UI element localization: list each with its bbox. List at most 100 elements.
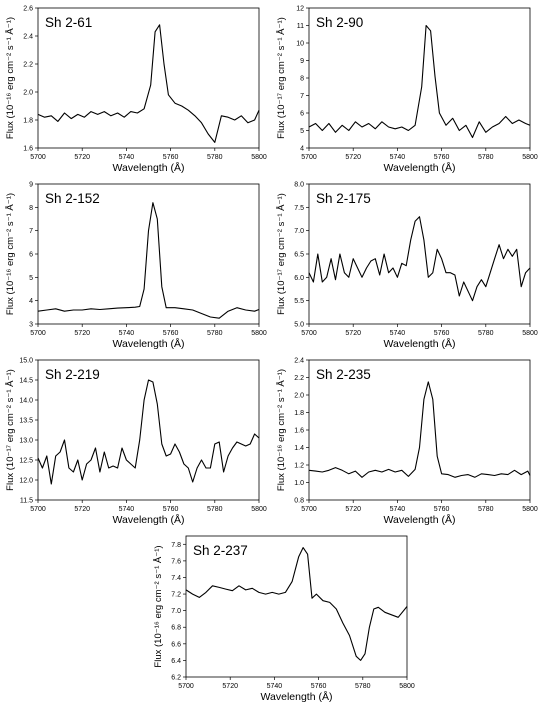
panel-title: Sh 2-175 [316,191,371,206]
panel-title: Sh 2-152 [45,191,100,206]
y-tick-label: 8.0 [294,182,304,189]
y-tick-label: 7.0 [294,228,304,235]
y-tick-label: 2.2 [23,62,33,69]
y-tick-label: 7.8 [171,542,181,549]
x-tick-label: 5720 [345,506,361,513]
x-axis-label: Wavelength (Å) [113,337,185,350]
x-axis-label: Wavelength (Å) [384,337,456,350]
y-tick-label: 7.4 [171,575,181,582]
x-tick-label: 5800 [251,506,267,513]
x-tick-label: 5760 [163,154,179,161]
y-tick-label: 0.8 [294,498,304,505]
y-tick-label: 2.0 [23,90,33,97]
x-tick-label: 5700 [30,330,46,337]
y-tick-label: 12.0 [19,478,33,485]
x-tick-label: 5760 [434,330,450,337]
y-tick-label: 6 [300,111,304,118]
y-tick-label: 11 [297,23,304,30]
spectrum-line [308,381,531,478]
y-tick-label: 7 [29,228,33,235]
y-tick-label: 2.2 [294,375,304,382]
panel-title: Sh 2-235 [316,367,371,382]
x-tick-label: 5780 [355,683,371,690]
x-tick-label: 5760 [311,683,327,690]
x-axis-label: Wavelength (Å) [113,513,185,526]
y-tick-label: 14.5 [19,378,33,385]
x-tick-label: 5780 [207,506,223,513]
x-axis-label: Wavelength (Å) [384,513,456,526]
x-tick-label: 5800 [399,683,415,690]
x-tick-label: 5760 [163,330,179,337]
x-axis-label: Wavelength (Å) [384,161,456,174]
y-tick-label: 5 [300,128,304,135]
x-axis-label: Wavelength (Å) [113,161,185,174]
y-tick-label: 12 [296,6,304,13]
chart-svg: 5700 5720 5740 5760 5780 5800 3 4 5 6 7 8 9 Sh 2-152 W… [5,182,267,351]
x-tick-label: 5780 [207,330,223,337]
x-tick-label: 5740 [390,154,406,161]
y-tick-label: 5.5 [294,298,304,305]
y-tick-label: 1.6 [294,428,304,435]
y-axis-label: Flux (10⁻¹⁶ erg cm⁻² s⁻¹ Å⁻¹) [153,545,164,667]
y-tick-label: 6.0 [294,275,304,282]
x-tick-label: 5740 [119,330,135,337]
x-tick-label: 5800 [251,330,267,337]
y-tick-label: 5 [29,275,33,282]
x-tick-label: 5740 [390,330,406,337]
spectrum-panel-sh2-152: 5700 5720 5740 5760 5780 5800 3 4 5 6 7 8 9 Sh 2-152 W… [0,176,271,351]
x-tick-label: 5800 [522,506,538,513]
plot-frame [37,7,260,149]
panel-title: Sh 2-61 [45,15,92,30]
x-tick-label: 5780 [478,506,494,513]
spectrum-panel-sh2-235: 5700 5720 5740 5760 5780 5800 0.8 1.0 1.2 1.4 1.6 1… [271,352,542,527]
x-tick-label: 5800 [251,154,267,161]
y-tick-label: 4 [300,146,304,153]
x-tick-label: 5720 [222,683,238,690]
x-tick-label: 5720 [345,154,361,161]
y-tick-label: 5.0 [294,322,304,329]
spectrum-line [185,547,408,661]
y-tick-label: 13.0 [19,438,33,445]
y-tick-label: 1.8 [294,410,304,417]
x-tick-label: 5740 [119,506,135,513]
y-tick-label: 1.6 [23,146,33,153]
plot-frame [37,359,260,501]
y-tick-label: 7.0 [171,608,181,615]
y-tick-label: 3 [29,322,33,329]
y-axis-label: Flux (10⁻¹⁷ erg cm⁻² s⁻¹ Å⁻¹) [276,193,287,315]
y-tick-label: 12.5 [19,458,33,465]
y-tick-label: 6.4 [171,658,181,665]
y-tick-label: 6 [29,252,33,259]
spectrum-line [308,216,531,302]
chart-svg: 5700 5720 5740 5760 5780 5800 5.0 5.5 6.0 6.5 7.0 7… [276,182,538,351]
x-axis-label: Wavelength (Å) [261,690,333,703]
x-tick-label: 5700 [30,154,46,161]
spectrum-line [37,24,260,143]
x-tick-label: 5760 [434,154,450,161]
x-tick-label: 5720 [345,330,361,337]
x-tick-label: 5740 [267,683,283,690]
panel-title: Sh 2-219 [45,367,100,382]
x-tick-label: 5700 [30,506,46,513]
y-tick-label: 2.4 [294,358,304,365]
y-axis-label: Flux (10⁻¹⁶ erg cm⁻² s⁻¹ Å⁻¹) [5,193,16,315]
spectrum-line [37,202,260,319]
spectrum-panel-sh2-219: 5700 5720 5740 5760 5780 5800 11.5 12.0 12.5 13.0… [0,352,271,527]
y-tick-label: 1.8 [23,118,33,125]
y-tick-label: 6.6 [171,641,181,648]
x-tick-label: 5800 [522,154,538,161]
y-tick-label: 7.2 [171,592,181,599]
y-tick-label: 6.8 [171,625,181,632]
x-tick-label: 5760 [434,506,450,513]
x-tick-label: 5780 [478,154,494,161]
y-tick-label: 9 [300,58,304,65]
chart-svg: 5700 5720 5740 5760 5780 5800 6.2 6.4 6.6 6.8 7.0 7… [153,535,415,703]
y-tick-label: 7.5 [294,205,304,212]
y-tick-label: 13.5 [19,418,33,425]
y-tick-label: 1.4 [294,445,304,452]
y-axis-label: Flux (10⁻¹⁶ erg cm⁻² s⁻¹ Å⁻¹) [276,369,287,491]
y-axis-label: Flux (10⁻¹⁷ erg cm⁻² s⁻¹ Å⁻¹) [276,17,287,139]
y-tick-label: 15.0 [19,358,33,365]
chart-svg: 5700 5720 5740 5760 5780 5800 11.5 12.0 12.5 13.0… [5,358,267,527]
